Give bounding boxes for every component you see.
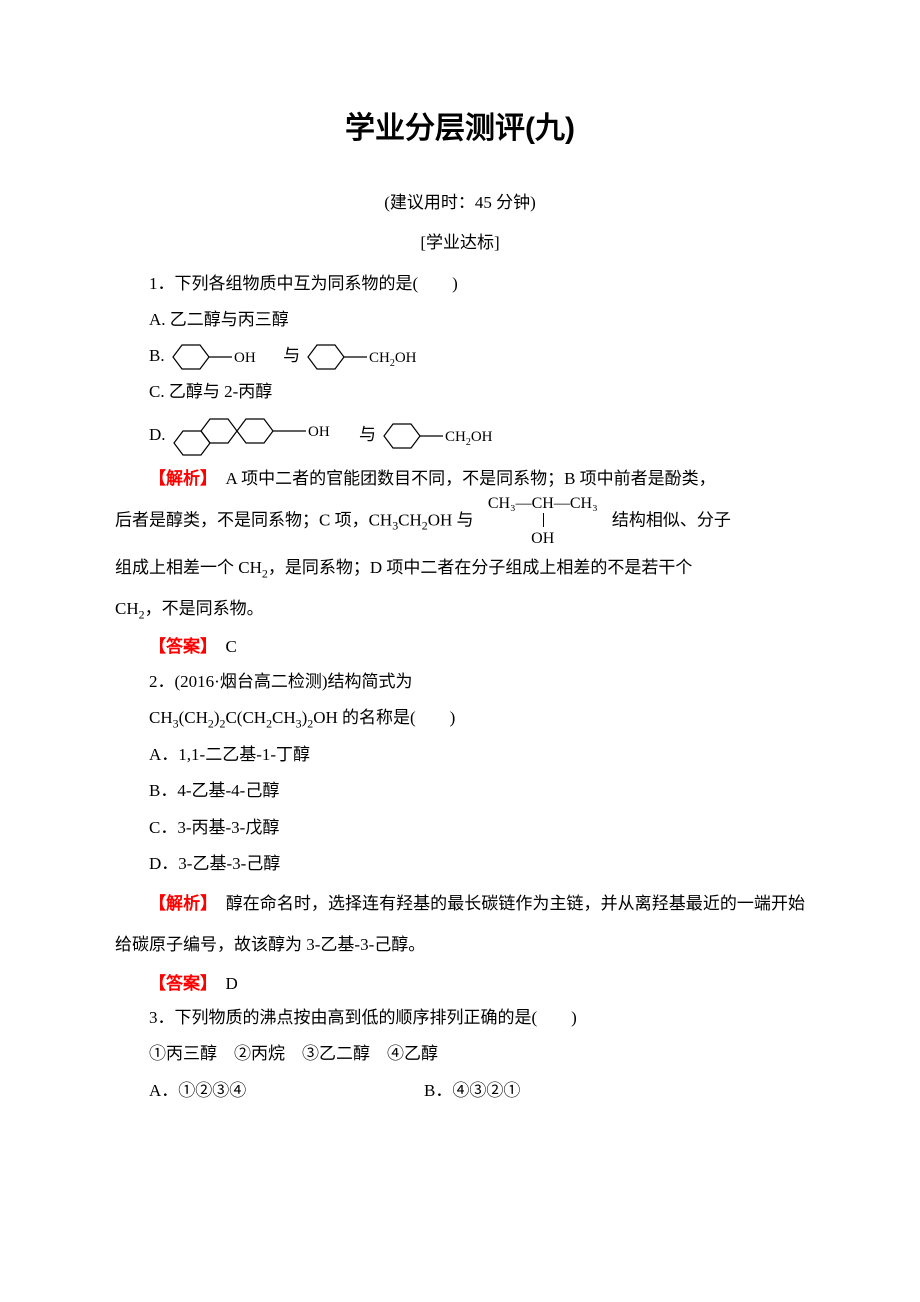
benzene-ch2oh-icon-2: CH2OH <box>380 421 515 451</box>
q1-explain-p4tail: ，是同系物；D 项中二者在分子组成上相差的不是若干个 <box>268 558 693 577</box>
q1-option-c: C. 乙醇与 2-丙醇 <box>115 376 805 408</box>
q1-explain-p5pre: CH <box>115 599 139 618</box>
benzene-oh-icon: OH <box>169 342 279 372</box>
q3-items: ①丙三醇 ②丙烷 ③乙二醇 ④乙醇 <box>115 1038 805 1070</box>
answer-label: 【答案】 <box>149 637 209 656</box>
formula-part: CH <box>272 708 296 727</box>
q1-explain-p5tail: ，不是同系物。 <box>145 599 264 618</box>
q3-option-b: B．④③②① <box>390 1075 520 1107</box>
isopropanol-structure: CH₃—CH—CH₃ OH <box>488 495 598 548</box>
formula-part: CH <box>149 708 173 727</box>
q1-explanation-line3: 组成上相差一个 CH2，是同系物；D 项中二者在分子组成上相差的不是若干个 <box>115 548 805 589</box>
q2-option-a: A．1,1-二乙基-1-丁醇 <box>115 739 805 771</box>
page-title: 学业分层测评(九) <box>115 100 805 157</box>
q2-option-d: D．3-乙基-3-己醇 <box>115 848 805 880</box>
phenanthrene-oh-icon: OH <box>170 413 355 459</box>
q1-stem: 1．下列各组物质中互为同系物的是( ) <box>115 268 805 300</box>
q2-explain-text: 醇在命名时，选择连有羟基的最长碳链作为主链，并从离羟基最近的一端开始给碳原子编号… <box>115 894 805 954</box>
q3-options-row: A．①②③④ B．④③②① <box>115 1075 805 1107</box>
q2-option-b: B．4-乙基-4-己醇 <box>115 775 805 807</box>
q3-option-a: A．①②③④ <box>115 1075 390 1107</box>
formula-tail: OH 的名称是( ) <box>313 708 455 727</box>
q1-explain-p2: 后者是醇类，不是同系物；C 项，CH <box>115 510 392 529</box>
formula-part: C(CH <box>225 708 266 727</box>
q2-explanation: 【解析】 醇在命名时，选择连有羟基的最长碳链作为主链，并从离羟基最近的一端开始给… <box>115 884 805 966</box>
q2-stem1: 2．(2016·烟台高二检测)结构简式为 <box>115 666 805 698</box>
q1-optb-mid: 与 <box>283 346 304 365</box>
page-subtitle: (建议用时：45 分钟) <box>115 187 805 219</box>
q1-option-a: A. 乙二醇与丙三醇 <box>115 304 805 336</box>
q1-explain-mid: CH <box>398 510 422 529</box>
q1-explanation-line1: 【解析】 A 项中二者的官能团数目不同，不是同系物；B 项中前者是酚类， <box>115 463 805 495</box>
q3-stem: 3．下列物质的沸点按由高到低的顺序排列正确的是( ) <box>115 1002 805 1034</box>
q1-explain-p1: A 项中二者的官能团数目不同，不是同系物；B 项中前者是酚类， <box>209 469 716 488</box>
svg-text:CH2OH: CH2OH <box>369 350 417 369</box>
q1-option-b: B. OH 与 CH2OH <box>115 340 805 372</box>
svg-text:CH2OH: CH2OH <box>445 429 493 448</box>
q2-answer-val: D <box>209 974 238 993</box>
q1-answer: 【答案】 C <box>115 631 805 663</box>
q1-answer-val: C <box>209 637 237 656</box>
q1-optb-prefix: B. <box>149 346 169 365</box>
benzene-ch2oh-icon: CH2OH <box>304 342 439 372</box>
q1-explain-p3: 结构相似、分子 <box>612 510 731 529</box>
q1-explain-tail: OH 与 <box>428 510 474 529</box>
explain-label: 【解析】 <box>149 469 209 488</box>
mol-top: CH₃—CH—CH₃ <box>488 495 598 512</box>
svg-text:OH: OH <box>308 424 330 440</box>
q1-explain-p4: 组成上相差一个 CH <box>115 558 262 577</box>
q1-explanation-line4: CH2，不是同系物。 <box>115 589 805 630</box>
q2-option-c: C．3-丙基-3-戊醇 <box>115 812 805 844</box>
q1-optd-mid: 与 <box>359 425 380 444</box>
section-header: [学业达标] <box>115 227 805 259</box>
q1-optd-prefix: D. <box>149 425 170 444</box>
svg-text:OH: OH <box>234 350 256 366</box>
explain-label: 【解析】 <box>149 894 209 913</box>
q2-stem2: CH3(CH2)2C(CH2CH3)2OH 的名称是( ) <box>115 702 805 735</box>
q1-explanation-line2: 后者是醇类，不是同系物；C 项，CH3CH2OH 与 CH₃—CH—CH₃ OH… <box>115 495 805 548</box>
q2-answer: 【答案】 D <box>115 968 805 1000</box>
mol-bot: OH <box>531 530 554 547</box>
answer-label: 【答案】 <box>149 974 209 993</box>
formula-part: (CH <box>179 708 208 727</box>
q1-option-d: D. OH 与 CH2OH <box>115 413 805 459</box>
